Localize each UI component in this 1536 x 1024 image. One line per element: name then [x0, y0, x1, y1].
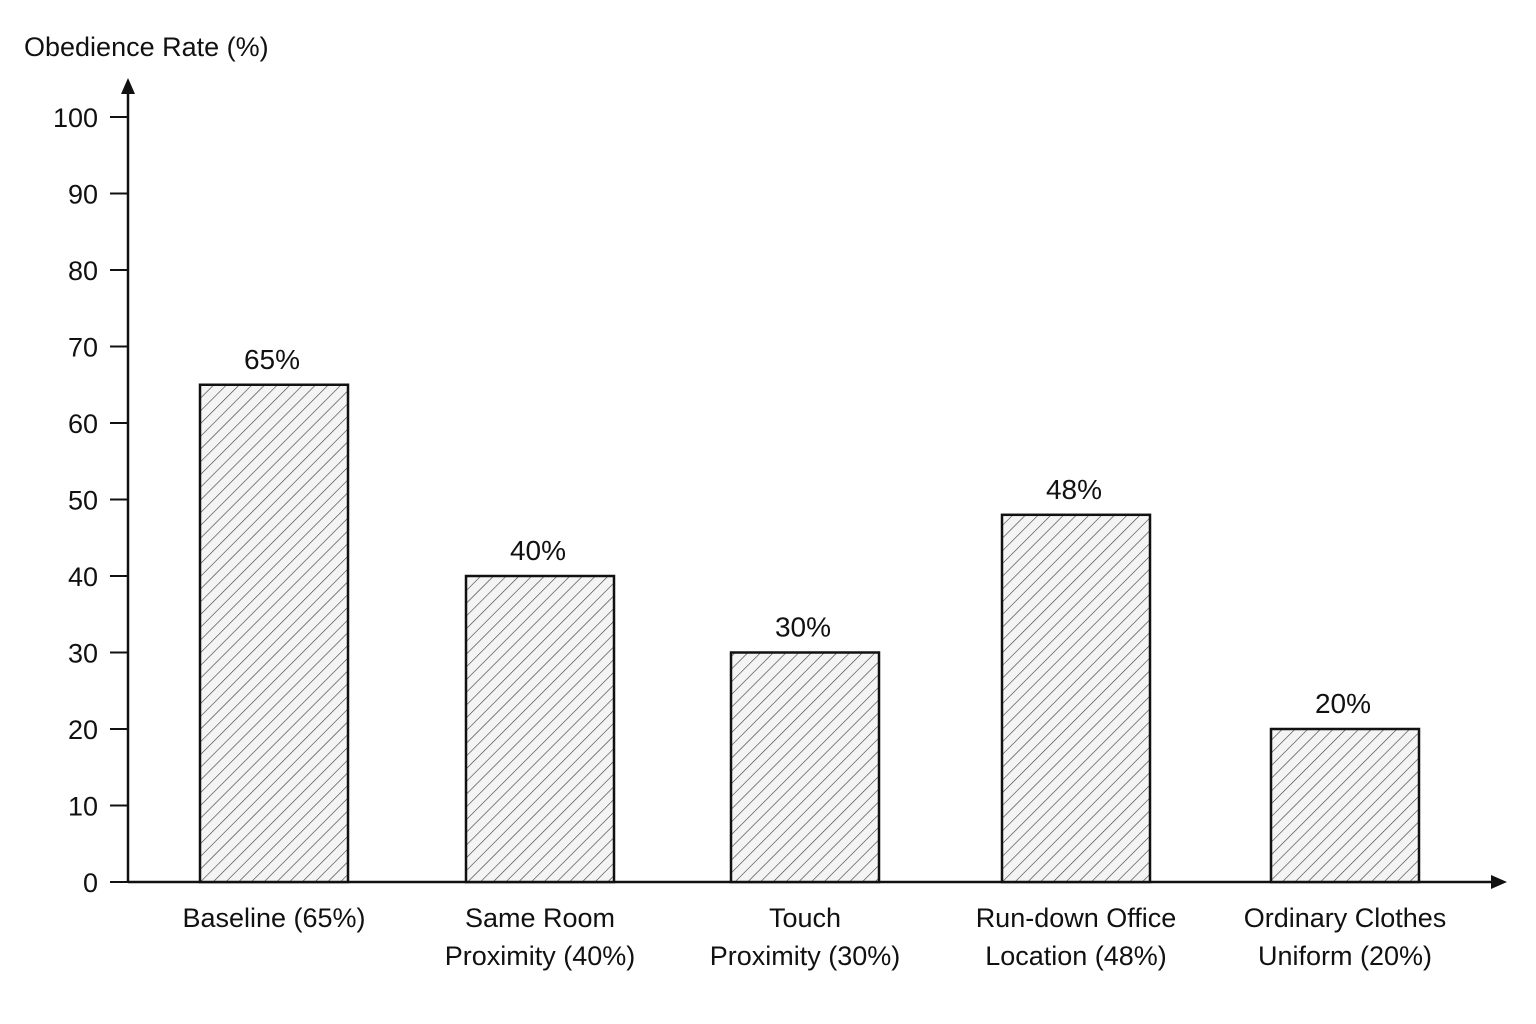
x-category-label: Run-down Office — [976, 903, 1177, 933]
x-axis-category-labels: Baseline (65%) Same Room Proximity (40%) To… — [182, 903, 1446, 971]
bar-value-label: 48% — [1046, 474, 1102, 505]
y-tick-label: 30 — [68, 639, 98, 669]
y-tick-label: 20 — [68, 715, 98, 745]
y-axis-title: Obedience Rate (%) — [24, 32, 269, 62]
bar — [1269, 727, 1421, 884]
y-tick-label: 10 — [68, 792, 98, 822]
y-tick-label: 60 — [68, 409, 98, 439]
y-tick-label: 0 — [83, 868, 98, 898]
y-tick-label: 50 — [68, 486, 98, 516]
bar — [464, 574, 616, 884]
x-category-label: Ordinary Clothes — [1244, 903, 1447, 933]
y-tick-label: 100 — [53, 103, 98, 133]
x-category-label: Location (48%) — [985, 941, 1167, 971]
bar-value-label: 65% — [244, 344, 300, 375]
x-category-label: Proximity (40%) — [445, 941, 636, 971]
x-category-label: Touch — [769, 903, 841, 933]
y-tick-label: 80 — [68, 256, 98, 286]
y-axis-ticks: 0 10 20 30 40 50 60 70 80 90 100 — [53, 103, 128, 898]
x-category-label: Same Room — [465, 903, 615, 933]
y-tick-label: 40 — [68, 562, 98, 592]
y-tick-label: 90 — [68, 180, 98, 210]
y-axis-arrow — [121, 78, 135, 94]
bar — [198, 383, 350, 884]
x-category-label: Proximity (30%) — [710, 941, 901, 971]
bars — [198, 383, 1421, 884]
bar — [729, 651, 881, 884]
bar-data-labels: 65% 40% 30% 48% 20% — [244, 344, 1371, 719]
bar — [1000, 513, 1152, 884]
x-category-label: Baseline (65%) — [182, 903, 365, 933]
y-tick-label: 70 — [68, 333, 98, 363]
x-category-label: Uniform (20%) — [1258, 941, 1432, 971]
bar-value-label: 40% — [510, 535, 566, 566]
bar-value-label: 30% — [775, 612, 831, 643]
bar-value-label: 20% — [1315, 688, 1371, 719]
x-axis-arrow — [1491, 875, 1507, 889]
